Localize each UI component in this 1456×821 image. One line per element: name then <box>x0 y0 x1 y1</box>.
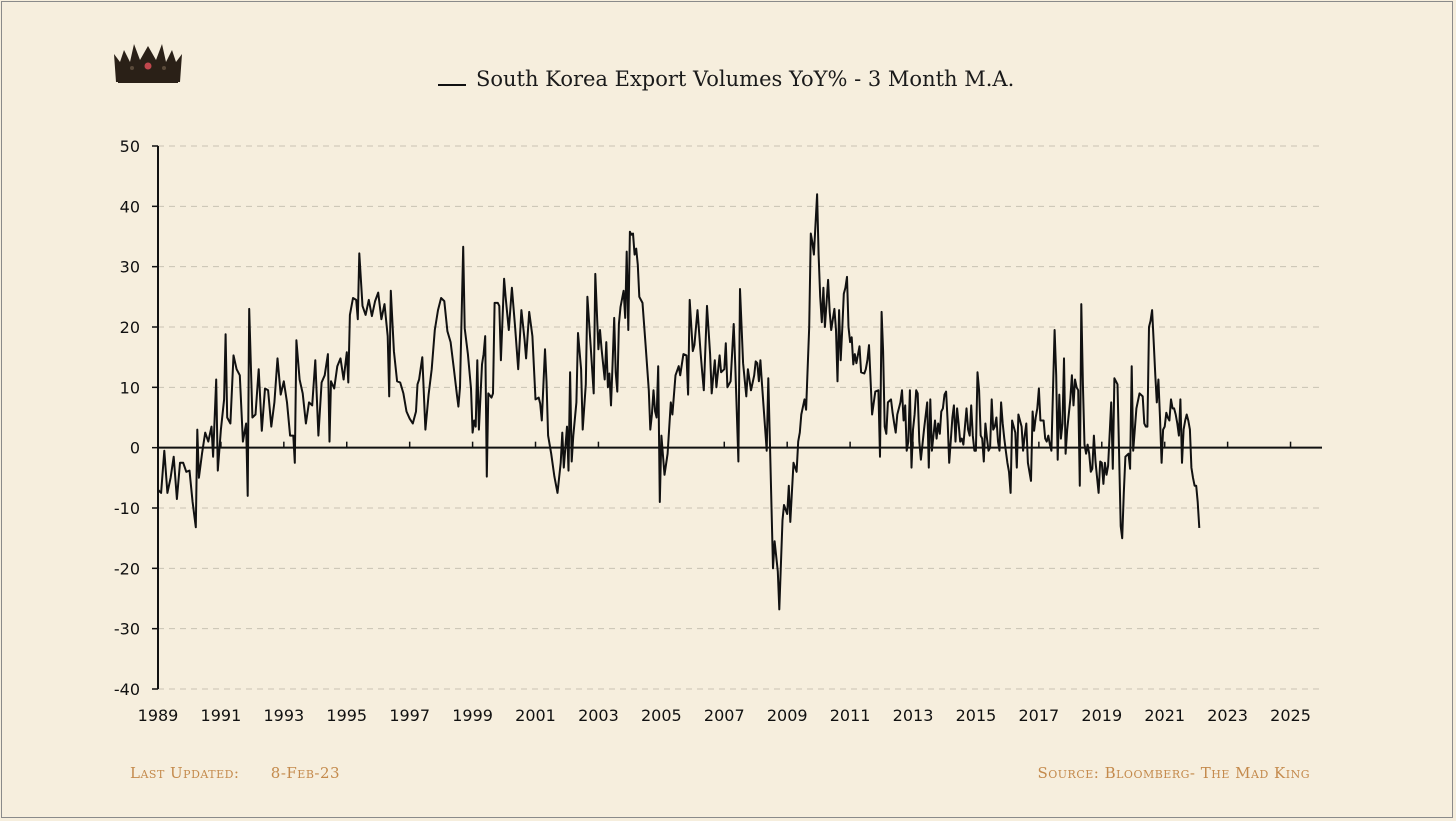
x-tick-label: 2011 <box>830 706 871 725</box>
x-tick-label: 1997 <box>389 706 430 725</box>
x-tick-label: 2021 <box>1144 706 1185 725</box>
y-tick-label: -20 <box>114 559 140 578</box>
x-tick-label: 2015 <box>956 706 997 725</box>
legend-swatch <box>438 84 466 86</box>
x-tick-label: 2023 <box>1207 706 1248 725</box>
y-tick-label: 10 <box>120 378 140 397</box>
chart-legend: South Korea Export Volumes YoY% - 3 Mont… <box>438 64 1014 94</box>
y-tick-label: 40 <box>120 197 140 216</box>
x-tick-label: 1995 <box>326 706 367 725</box>
y-tick-label: -30 <box>114 620 140 639</box>
x-tick-label: 2009 <box>767 706 808 725</box>
y-tick-label: -40 <box>114 680 140 699</box>
legend-label: South Korea Export Volumes YoY% - 3 Mont… <box>476 67 1015 91</box>
x-tick-label: 1999 <box>452 706 493 725</box>
crown-icon <box>114 44 182 83</box>
last-updated: Last Updated: 8-Feb-23 <box>130 764 340 782</box>
series-line <box>157 193 1201 611</box>
x-tick-label: 2017 <box>1019 706 1060 725</box>
x-tick-label: 2019 <box>1081 706 1122 725</box>
x-tick-label: 2013 <box>893 706 934 725</box>
y-tick-label: 0 <box>130 439 140 458</box>
last-updated-value: 8-Feb-23 <box>270 764 341 782</box>
x-tick-label: 2007 <box>704 706 745 725</box>
y-tick-label: 20 <box>120 318 140 337</box>
last-updated-label: Last Updated: <box>130 764 240 782</box>
source-note: Source: Bloomberg- The Mad King <box>1037 764 1310 782</box>
y-tick-label: -10 <box>114 499 140 518</box>
y-tick-label: 30 <box>120 258 140 277</box>
x-tick-label: 1989 <box>138 706 179 725</box>
x-tick-label: 1991 <box>201 706 242 725</box>
x-tick-label: 2001 <box>515 706 556 725</box>
y-tick-label: 50 <box>120 137 140 156</box>
x-tick-label: 2025 <box>1270 706 1311 725</box>
x-tick-label: 1993 <box>263 706 304 725</box>
x-tick-label: 2003 <box>578 706 619 725</box>
x-tick-label: 2005 <box>641 706 682 725</box>
